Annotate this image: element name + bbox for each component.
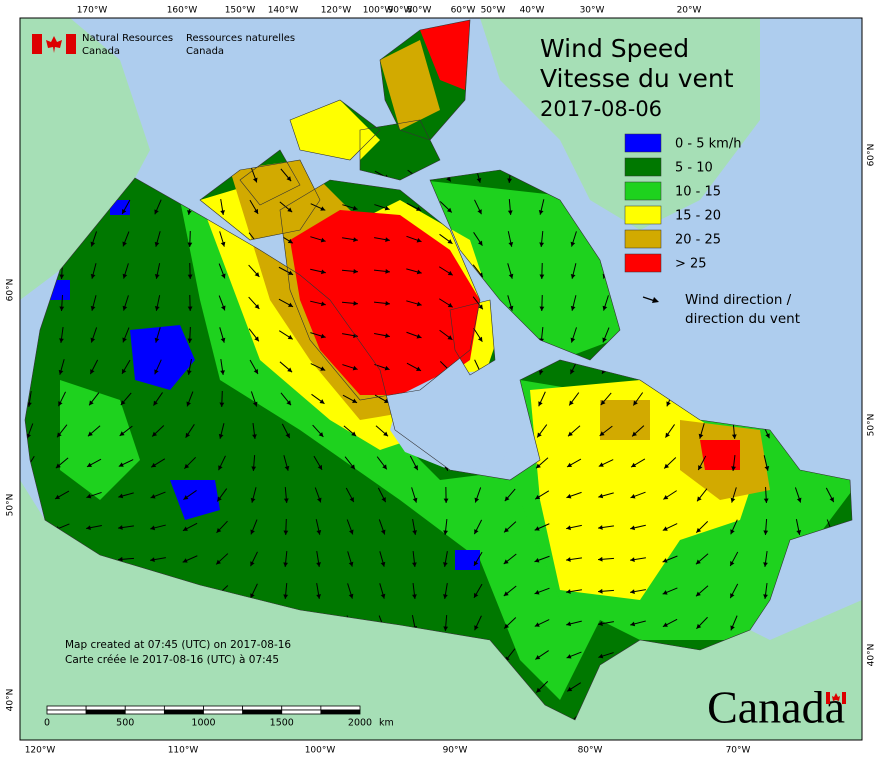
legend-label: 20 - 25 bbox=[675, 233, 721, 248]
legend-label: 15 - 20 bbox=[675, 209, 721, 224]
graticule-label: 90°W bbox=[443, 746, 468, 756]
legend-swatch bbox=[625, 182, 661, 200]
agency-fr: Ressources naturelles bbox=[186, 33, 295, 44]
title-fr: Vitesse du vent bbox=[540, 64, 734, 93]
scale-segment bbox=[243, 710, 282, 714]
agency-en: Natural Resources bbox=[82, 33, 173, 44]
graticule-label: 60°W bbox=[451, 6, 476, 16]
scale-unit: km bbox=[379, 718, 394, 729]
graticule-label: 50°W bbox=[481, 6, 506, 16]
graticule-label: 40°N bbox=[6, 689, 16, 712]
scale-label: 1000 bbox=[191, 718, 215, 729]
graticule-label: 120°W bbox=[321, 6, 352, 16]
scale-label: 1500 bbox=[270, 718, 294, 729]
graticule-label: 70°W bbox=[726, 746, 751, 756]
scale-segment bbox=[282, 706, 321, 710]
scale-segment bbox=[164, 706, 203, 710]
graticule-label: 30°W bbox=[580, 6, 605, 16]
graticule-label: 60°N bbox=[867, 144, 877, 167]
scale-segment bbox=[164, 710, 203, 714]
graticule-label: 150°W bbox=[225, 6, 256, 16]
scale-label: 0 bbox=[44, 718, 50, 729]
legend-arrow-label: Wind direction / bbox=[685, 292, 792, 308]
wordmark: Canada bbox=[707, 682, 845, 733]
legend-label: 0 - 5 km/h bbox=[675, 137, 741, 152]
scale-segment bbox=[86, 706, 125, 710]
flag-band bbox=[66, 34, 76, 54]
date: 2017-08-06 bbox=[540, 97, 662, 121]
scale-label: 500 bbox=[116, 718, 134, 729]
graticule-label: 120°W bbox=[25, 746, 56, 756]
wind-zone bbox=[600, 400, 650, 440]
scale-segment bbox=[125, 706, 164, 710]
scale-segment bbox=[321, 710, 360, 714]
graticule-label: 20°W bbox=[677, 6, 702, 16]
flag-band bbox=[826, 692, 830, 704]
scale-segment bbox=[86, 710, 125, 714]
wind-zone bbox=[455, 550, 480, 570]
legend-swatch bbox=[625, 230, 661, 248]
graticule-label: 60°N bbox=[6, 279, 16, 302]
graticule-label: 40°W bbox=[520, 6, 545, 16]
agency-fr: Canada bbox=[186, 46, 224, 57]
flag-band bbox=[32, 34, 42, 54]
scale-segment bbox=[243, 706, 282, 710]
legend-swatch bbox=[625, 254, 661, 272]
graticule-label: 80°W bbox=[578, 746, 603, 756]
legend-swatch bbox=[625, 134, 661, 152]
graticule-label: 140°W bbox=[268, 6, 299, 16]
legend-label: > 25 bbox=[675, 257, 707, 272]
graticule-label: 40°N bbox=[867, 644, 877, 667]
flag-band bbox=[842, 692, 846, 704]
scale-segment bbox=[321, 706, 360, 710]
legend-label: 5 - 10 bbox=[675, 161, 713, 176]
scale-segment bbox=[47, 706, 86, 710]
title: Wind Speed bbox=[540, 34, 689, 63]
scale-label: 2000 bbox=[348, 718, 372, 729]
graticule-label: 80°W bbox=[407, 6, 432, 16]
scale-segment bbox=[204, 710, 243, 714]
credit: Carte créée le 2017-08-16 (UTC) à 07:45 bbox=[65, 654, 279, 666]
legend-swatch bbox=[625, 158, 661, 176]
graticule-label: 50°N bbox=[6, 494, 16, 517]
graticule-label: 160°W bbox=[167, 6, 198, 16]
scale-segment bbox=[125, 710, 164, 714]
graticule-label: 110°W bbox=[168, 746, 199, 756]
legend-label: 10 - 15 bbox=[675, 185, 721, 200]
credit: Map created at 07:45 (UTC) on 2017-08-16 bbox=[65, 639, 291, 651]
legend-swatch bbox=[625, 206, 661, 224]
scale-segment bbox=[282, 710, 321, 714]
legend-arrow-label: direction du vent bbox=[685, 311, 800, 327]
graticule-label: 170°W bbox=[77, 6, 108, 16]
scale-segment bbox=[204, 706, 243, 710]
agency-en: Canada bbox=[82, 46, 120, 57]
graticule-label: 100°W bbox=[305, 746, 336, 756]
graticule-label: 50°N bbox=[867, 414, 877, 437]
scale-segment bbox=[47, 710, 86, 714]
